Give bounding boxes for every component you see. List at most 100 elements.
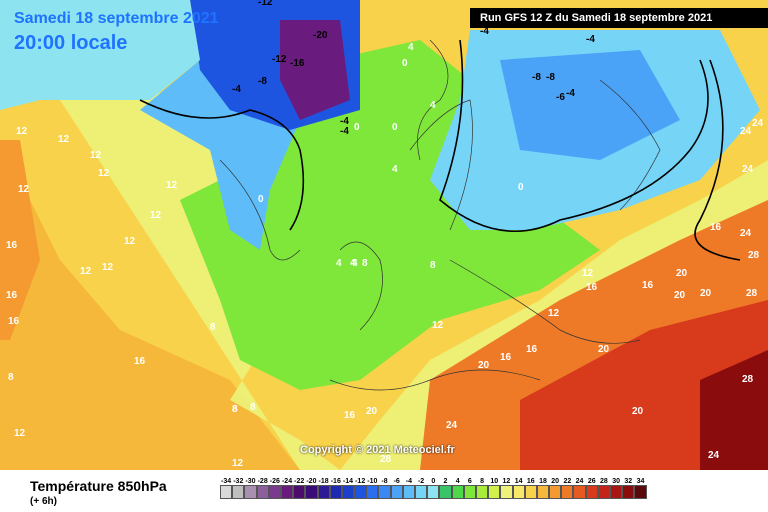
isotherm-value-label: -8 [532, 72, 541, 83]
scale-swatch [317, 485, 330, 499]
scale-tick-label: -14 [342, 478, 354, 485]
isotherm-value-label: 20 [676, 268, 688, 279]
scale-swatch [634, 485, 647, 499]
isotherm-value-label: 16 [500, 352, 512, 363]
isotherm-value-label: 24 [752, 118, 764, 129]
scale-swatch [427, 485, 440, 499]
isotherm-value-label: 0 [392, 122, 398, 133]
isotherm-value-label: 16 [586, 282, 598, 293]
scale-swatch [390, 485, 403, 499]
isotherm-value-label: 4 [350, 258, 356, 269]
isotherm-value-label: 0 [402, 58, 408, 69]
isotherm-value-label: 24 [446, 420, 458, 431]
isotherm-value-label: 12 [548, 308, 560, 319]
scale-tick-label: -10 [367, 478, 378, 485]
isotherm-value-label: -4 [340, 126, 349, 137]
scale-tick-label: 30 [612, 478, 620, 485]
scale-swatch [475, 485, 489, 499]
isotherm-value-label: 16 [710, 222, 722, 233]
isotherm-value-label: 8 [430, 260, 436, 271]
scale-tick-label: -34 [221, 478, 232, 485]
isotherm-value-label: -20 [313, 30, 328, 41]
scale-swatch [256, 485, 269, 499]
scale-tick-label: -26 [269, 478, 280, 485]
scale-swatch [451, 485, 464, 499]
scale-swatch [268, 485, 281, 499]
scale-swatch [512, 485, 525, 499]
isotherm-value-label: 0 [258, 194, 264, 205]
isotherm-value-label: 24 [740, 228, 752, 239]
scale-swatch [585, 485, 598, 499]
scale-swatches [220, 485, 647, 499]
scale-tick-label: 24 [575, 478, 584, 485]
scale-swatch [378, 485, 391, 499]
scale-tick-label: 22 [563, 478, 572, 485]
scale-swatch [561, 485, 574, 499]
scale-tick-label: -22 [294, 478, 305, 485]
isotherm-value-label: -8 [546, 72, 555, 83]
isotherm-value-label: 28 [380, 454, 392, 465]
isotherm-value-label: 12 [14, 428, 26, 439]
scale-swatch [610, 485, 623, 499]
isotherm-value-label: 4 [352, 258, 358, 269]
isotherm-value-label: 20 [598, 344, 610, 355]
scale-swatch [366, 485, 379, 499]
scale-swatch [597, 485, 610, 499]
isotherm-value-label: 16 [526, 344, 538, 355]
scale-swatch [293, 485, 306, 499]
isotherm-value-label: 12 [18, 184, 30, 195]
valid-date: Samedi 18 septembre 2021 [14, 10, 219, 27]
scale-tick-label: 12 [502, 478, 511, 485]
isotherm-value-label: 4 [392, 164, 398, 175]
scale-tick-label: 34 [636, 478, 645, 485]
isotherm-value-label: 8 [8, 372, 14, 383]
model-run-banner: Run GFS 12 Z du Samedi 18 septembre 2021 [470, 8, 768, 28]
scale-tick-label: 18 [539, 478, 547, 485]
isotherm-value-label: 4 [408, 42, 414, 53]
scale-tick-label: 28 [600, 478, 608, 485]
scale-tick-label: -24 [281, 478, 293, 485]
isotherm-value-label: 12 [58, 134, 70, 145]
west-orange-strip [0, 140, 40, 340]
scale-swatch [354, 485, 367, 499]
scale-tick-label: -2 [417, 478, 425, 485]
isotherm-value-label: 12 [124, 236, 136, 247]
scale-swatch [463, 485, 476, 499]
isotherm-value-label: -8 [258, 76, 267, 87]
isotherm-value-label: -16 [290, 58, 305, 69]
isotherm-value-label: -12 [272, 54, 287, 65]
variable-title: Température 850hPa [30, 478, 167, 494]
isotherm-value-label: -6 [556, 92, 565, 103]
isotherm-value-label: 16 [642, 280, 654, 291]
forecast-lead: (+ 6h) [30, 496, 57, 507]
scale-tick-label: 0 [431, 478, 436, 485]
scale-tick-label: -30 [245, 478, 256, 485]
isotherm-value-label: 20 [632, 406, 644, 417]
isotherm-value-label: 8 [250, 402, 256, 413]
isotherm-value-label: 12 [16, 126, 28, 137]
scale-swatch [573, 485, 586, 499]
scale-swatch [244, 485, 257, 499]
scale-swatch [341, 485, 355, 499]
isotherm-value-label: 12 [90, 150, 102, 161]
scale-tick-label: -6 [393, 478, 400, 485]
isotherm-value-label: 16 [6, 290, 18, 301]
scale-tick-label: 32 [624, 478, 633, 485]
scale-swatch [536, 485, 550, 499]
isotherm-value-label: 20 [700, 288, 712, 299]
isotherm-value-label: 20 [366, 406, 378, 417]
isotherm-value-label: 8 [210, 322, 216, 333]
scale-tick-label: 26 [587, 478, 596, 485]
color-scale-legend: -34 -32 -30 -28 -26 -24 -22 -20 -18 -16 -14 -12 -10-… [220, 478, 647, 508]
scale-tick-label: 20 [551, 478, 560, 485]
isotherm-value-label: -12 [258, 0, 273, 8]
scale-tick-label: -18 [318, 478, 329, 485]
isotherm-value-label: 24 [742, 164, 754, 175]
scale-swatch [220, 485, 233, 499]
scale-swatch [500, 485, 513, 499]
isotherm-value-label: 12 [432, 320, 444, 331]
isotherm-value-label: 16 [344, 410, 356, 421]
warm-southwest-area [0, 140, 300, 470]
